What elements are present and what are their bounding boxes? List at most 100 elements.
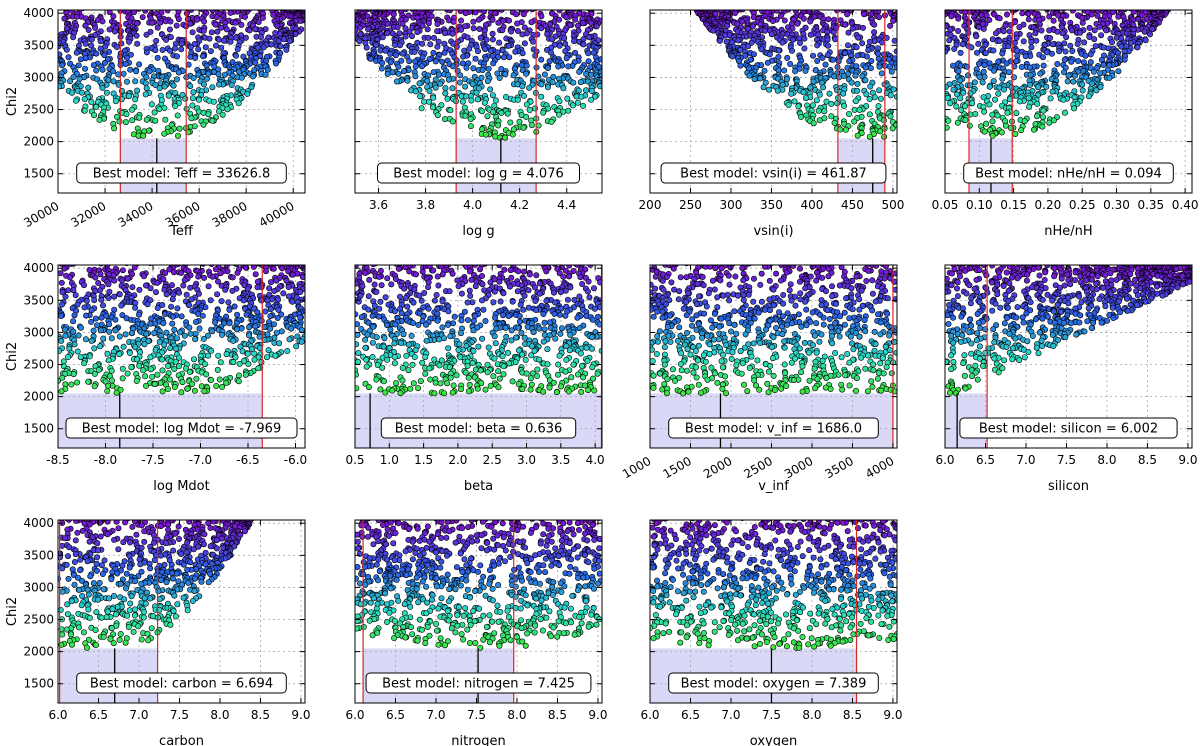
data-point: [252, 4, 257, 9]
data-point: [88, 42, 95, 49]
data-point: [779, 39, 786, 46]
data-point: [406, 265, 410, 266]
data-point: [498, 109, 505, 116]
data-point: [867, 65, 874, 72]
data-point: [469, 81, 476, 88]
data-point: [1011, 39, 1018, 46]
data-point: [846, 10, 849, 11]
data-point: [1054, 28, 1061, 35]
data-point: [785, 102, 792, 109]
data-point: [167, 47, 174, 54]
data-point: [532, 52, 539, 59]
data-point: [96, 116, 103, 123]
data-point: [278, 328, 285, 335]
data-point: [821, 108, 828, 115]
data-point: [295, 10, 300, 11]
data-point: [1067, 42, 1074, 49]
data-point: [449, 30, 456, 37]
data-point: [466, 45, 473, 52]
data-point: [525, 304, 532, 311]
data-point: [955, 27, 962, 34]
data-point: [814, 57, 821, 64]
data-point: [979, 79, 986, 86]
data-point: [241, 357, 248, 364]
data-point: [69, 10, 76, 14]
data-point: [419, 22, 426, 29]
data-point: [862, 64, 869, 71]
data-point: [809, 52, 816, 59]
data-point: [423, 321, 430, 328]
data-point: [154, 54, 161, 61]
data-point: [571, 296, 578, 303]
data-point: [957, 95, 964, 102]
data-point: [797, 114, 804, 121]
data-point: [192, 336, 199, 343]
data-point: [116, 333, 123, 340]
data-point: [434, 273, 441, 280]
data-point: [379, 34, 386, 41]
data-point: [210, 98, 217, 105]
data-point: [70, 287, 77, 294]
data-point: [1035, 84, 1042, 91]
data-point: [1013, 34, 1020, 41]
data-point: [434, 43, 441, 50]
data-point: [300, 4, 305, 9]
data-point: [541, 71, 548, 78]
data-point: [72, 292, 79, 299]
data-point: [297, 288, 304, 295]
data-point: [215, 278, 222, 285]
y-tick-label: 3500: [23, 38, 54, 52]
data-point: [969, 100, 976, 107]
data-point: [441, 49, 448, 56]
data-point: [1080, 59, 1087, 66]
data-point: [58, 279, 65, 286]
data-point: [489, 109, 496, 116]
data-point: [398, 310, 405, 317]
data-point: [81, 107, 88, 114]
data-point: [995, 58, 1002, 65]
data-point: [286, 336, 293, 343]
data-point: [1047, 95, 1054, 102]
data-point: [367, 55, 374, 62]
data-point: [153, 289, 160, 296]
data-point: [381, 259, 386, 264]
data-point: [230, 337, 237, 344]
data-point: [692, 4, 697, 9]
data-point: [285, 283, 292, 290]
data-point: [97, 343, 104, 350]
data-point: [519, 83, 526, 90]
data-point: [129, 284, 136, 291]
data-point: [467, 123, 474, 130]
data-point: [863, 53, 870, 60]
data-point: [395, 265, 402, 272]
data-point: [425, 20, 432, 27]
data-point: [880, 51, 887, 58]
data-point: [533, 272, 540, 279]
data-point: [482, 46, 489, 53]
data-point: [258, 4, 263, 9]
data-point: [159, 356, 166, 363]
data-point: [816, 117, 823, 124]
data-point: [183, 365, 190, 372]
data-point: [157, 265, 160, 266]
data-point: [1079, 87, 1086, 94]
data-point: [739, 10, 746, 13]
data-point: [136, 10, 142, 12]
data-point: [134, 20, 141, 27]
data-point: [871, 29, 878, 36]
x-tick-label: 34000: [116, 199, 156, 230]
data-point: [504, 110, 511, 117]
data-point: [1012, 131, 1019, 138]
data-point: [480, 4, 485, 9]
data-point: [954, 91, 961, 98]
x-tick-label: -8.0: [94, 453, 117, 467]
data-point: [826, 90, 833, 97]
data-point: [467, 116, 474, 123]
data-point: [801, 35, 808, 42]
data-point: [392, 321, 399, 328]
data-point: [165, 385, 172, 392]
data-point: [415, 321, 422, 328]
data-point: [416, 80, 423, 87]
data-point: [1097, 70, 1104, 77]
data-point: [264, 66, 271, 73]
